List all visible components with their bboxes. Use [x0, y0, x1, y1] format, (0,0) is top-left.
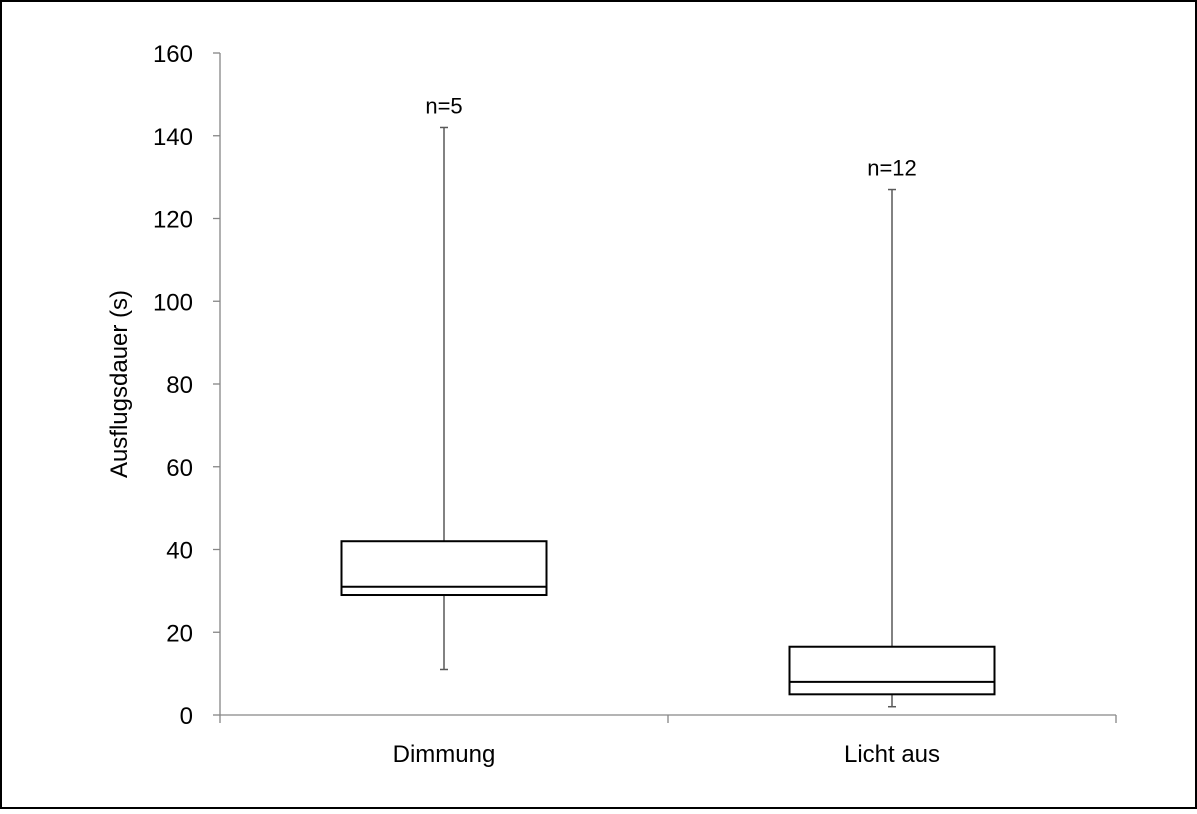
box-series: n=5 n=12 [340, 93, 996, 708]
y-tick-label: 140 [153, 124, 193, 151]
sample-size-label: n=5 [425, 93, 462, 118]
sample-size-label: n=12 [867, 156, 917, 181]
y-tick-label: 60 [166, 455, 193, 482]
y-tick-label: 40 [166, 538, 193, 565]
y-tick-label: 80 [166, 372, 193, 399]
iqr-box [788, 645, 996, 696]
y-tick-label: 0 [180, 703, 193, 730]
y-tick-label: 100 [153, 289, 193, 316]
box-plot-item: n=12 [788, 156, 996, 708]
x-category-label: Dimmung [393, 741, 496, 768]
y-tick-label: 120 [153, 207, 193, 234]
x-axis-ticks: Dimmung Licht aus [219, 715, 1117, 768]
y-tick-label: 20 [166, 620, 193, 647]
y-tick-label: 160 [153, 41, 193, 68]
y-axis-ticks: 0 20 40 60 80 100 120 140 160 [153, 41, 220, 730]
box-plot-item: n=5 [340, 93, 548, 671]
x-category-label: Licht aus [844, 741, 940, 768]
y-axis-label: Ausflugsdauer (s) [106, 290, 133, 478]
